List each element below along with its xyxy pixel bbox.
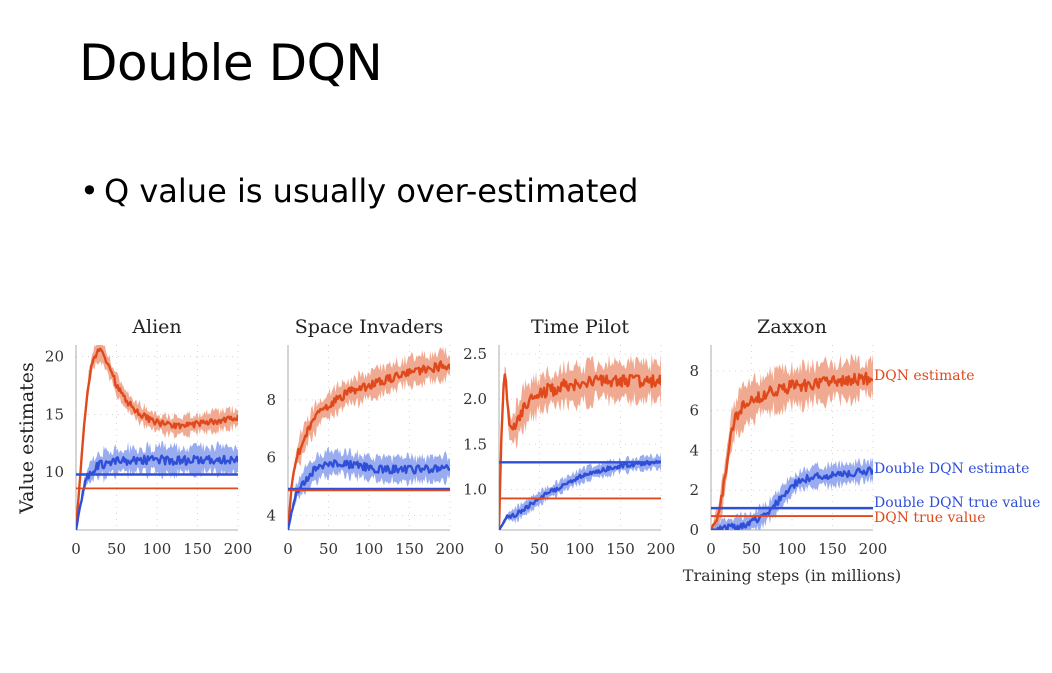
panel-title: Zaxxon — [757, 316, 827, 338]
y-tick-label: 0 — [689, 521, 699, 539]
panel-title: Space Invaders — [295, 316, 443, 338]
y-tick-label: 2.5 — [463, 345, 487, 363]
panel-alien: Alien 0 50 100 150 200 10 15 20 — [45, 316, 252, 558]
dqn-estimate-line — [711, 371, 873, 530]
double-dqn-estimate-band — [76, 440, 238, 530]
bullet-text: Q value is usually over-estimated — [104, 172, 639, 210]
dqn-estimate-line — [76, 347, 238, 530]
x-tick-label: 200 — [859, 540, 888, 558]
x-tick-label: 150 — [606, 540, 635, 558]
x-axis-label: Training steps (in millions) — [683, 566, 901, 585]
double-dqn-estimate-line — [711, 466, 873, 530]
x-tick-label: 150 — [818, 540, 847, 558]
value-estimates-figure: Value estimates Training steps (in milli… — [16, 316, 1040, 585]
x-tick-label: 50 — [319, 540, 338, 558]
double-dqn-estimate-line — [76, 454, 238, 530]
x-tick-label: 0 — [494, 540, 504, 558]
dqn-estimate-band — [499, 354, 661, 530]
legend-double-dqn-estimate: Double DQN estimate — [874, 461, 1029, 477]
x-tick-label: 50 — [742, 540, 761, 558]
chart-legend: DQN estimate Double DQN estimate Double … — [874, 368, 1040, 526]
panel-title: Time Pilot — [531, 316, 629, 338]
dqn-estimate-line — [288, 360, 450, 530]
double-dqn-estimate-line — [499, 459, 661, 530]
dqn-estimate-band — [288, 347, 450, 530]
x-tick-label: 100 — [143, 540, 172, 558]
x-tick-label: 0 — [71, 540, 81, 558]
x-tick-label: 150 — [395, 540, 424, 558]
y-tick-label: 2 — [689, 481, 699, 499]
plot-area — [711, 353, 873, 530]
dqn-estimate-band — [76, 345, 238, 530]
legend-double-dqn-true-value: Double DQN true value — [874, 495, 1040, 511]
panel-zaxxon: Zaxxon 0 50 100 150 200 0 2 4 6 8 — [689, 316, 887, 558]
x-tick-label: 50 — [107, 540, 126, 558]
y-tick-label: 6 — [266, 449, 276, 467]
dqn-estimate-line — [499, 373, 661, 530]
y-tick-label: 6 — [689, 402, 699, 420]
x-tick-label: 50 — [530, 540, 549, 558]
panel-title: Alien — [131, 316, 181, 338]
y-tick-label: 4 — [689, 441, 699, 459]
plot-area — [288, 347, 450, 530]
x-tick-label: 200 — [224, 540, 253, 558]
y-tick-label: 4 — [266, 507, 276, 525]
panel-time-pilot: Time Pilot 0 50 100 150 200 1.0 1.5 2.0 2.5 — [463, 316, 675, 558]
y-tick-label: 1.0 — [463, 480, 487, 498]
y-tick-label: 20 — [45, 348, 64, 366]
y-tick-label: 1.5 — [463, 435, 487, 453]
x-tick-label: 150 — [183, 540, 212, 558]
x-tick-label: 0 — [283, 540, 293, 558]
double-dqn-estimate-band — [499, 452, 661, 530]
legend-dqn-true-value: DQN true value — [874, 510, 986, 526]
double-dqn-estimate-band — [288, 446, 450, 530]
slide-title: Double DQN — [79, 34, 383, 92]
y-tick-label: 8 — [266, 391, 276, 409]
bullet-point: • Q value is usually over-estimated — [80, 172, 638, 210]
double-dqn-estimate-line — [288, 459, 450, 530]
y-axis-label: Value estimates — [16, 362, 38, 515]
x-tick-label: 100 — [778, 540, 807, 558]
x-tick-label: 200 — [647, 540, 676, 558]
y-tick-label: 15 — [45, 405, 64, 423]
x-tick-label: 100 — [566, 540, 595, 558]
bullet-symbol: • — [80, 172, 99, 210]
panel-space-invaders: Space Invaders 0 50 100 150 200 4 6 8 — [266, 316, 464, 558]
y-tick-label: 2.0 — [463, 390, 487, 408]
legend-dqn-estimate: DQN estimate — [874, 368, 975, 384]
x-tick-label: 100 — [355, 540, 384, 558]
plot-area — [499, 354, 661, 530]
x-tick-label: 200 — [436, 540, 465, 558]
plot-area — [76, 345, 238, 530]
y-tick-label: 10 — [45, 463, 64, 481]
y-tick-label: 8 — [689, 362, 699, 380]
x-tick-label: 0 — [706, 540, 716, 558]
